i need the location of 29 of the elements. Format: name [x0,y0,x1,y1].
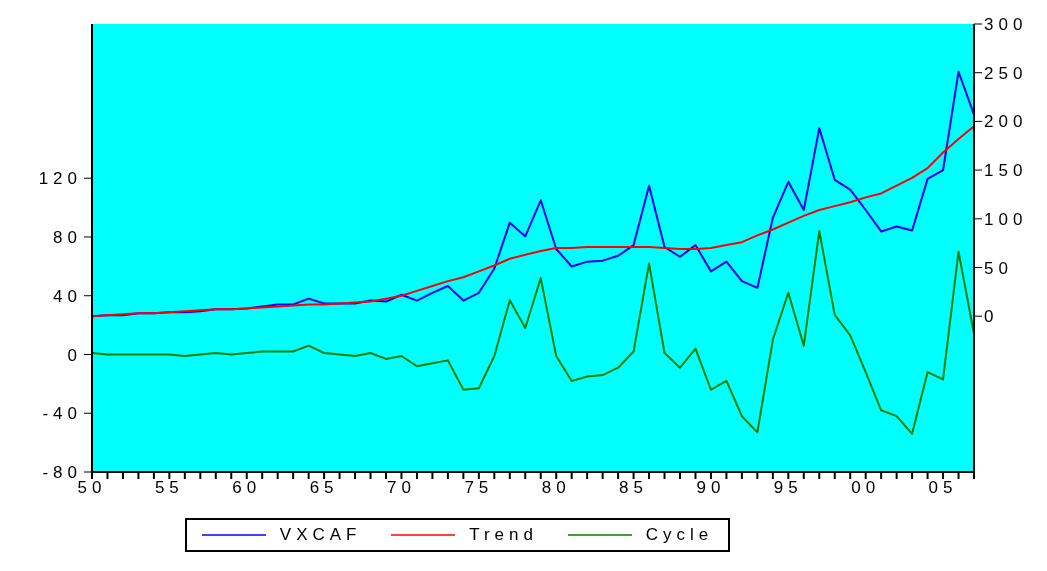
x-tick-label: 70 [387,478,416,498]
y2-tick-label: 50 [984,258,1013,278]
x-tick-label: 90 [696,478,726,498]
x-tick-label: 00 [851,478,881,498]
x-tick-label: 80 [541,478,571,498]
legend-label: VXCAF [279,525,362,545]
x-tick-label: 50 [77,478,107,498]
y2-tick-label: 0 [984,307,999,327]
x-tick-label: 95 [773,478,803,498]
legend-label: Trend [469,525,538,545]
y-tick-label: 0 [67,345,82,365]
x-tick-label: 60 [232,478,262,498]
y2-tick-label: 250 [984,63,1028,83]
x-tick-label: 05 [928,478,958,498]
y2-tick-label: 200 [984,112,1028,132]
x-tick-label: 85 [619,478,649,498]
y2-tick-label: 100 [984,209,1028,229]
y-tick-label: 40 [53,286,82,306]
x-tick-label: 75 [464,478,494,498]
y2-tick-label: 300 [984,15,1028,35]
y-tick-label: 80 [53,228,82,248]
legend-label: Cycle [645,525,714,545]
y-tick-label: -40 [42,404,82,424]
x-tick-label: 55 [154,478,184,498]
x-tick-label: 65 [309,478,339,498]
line-series [92,125,974,318]
y2-tick-label: 150 [984,161,1028,181]
y-tick-label: 120 [38,169,82,189]
line-series [92,230,974,435]
